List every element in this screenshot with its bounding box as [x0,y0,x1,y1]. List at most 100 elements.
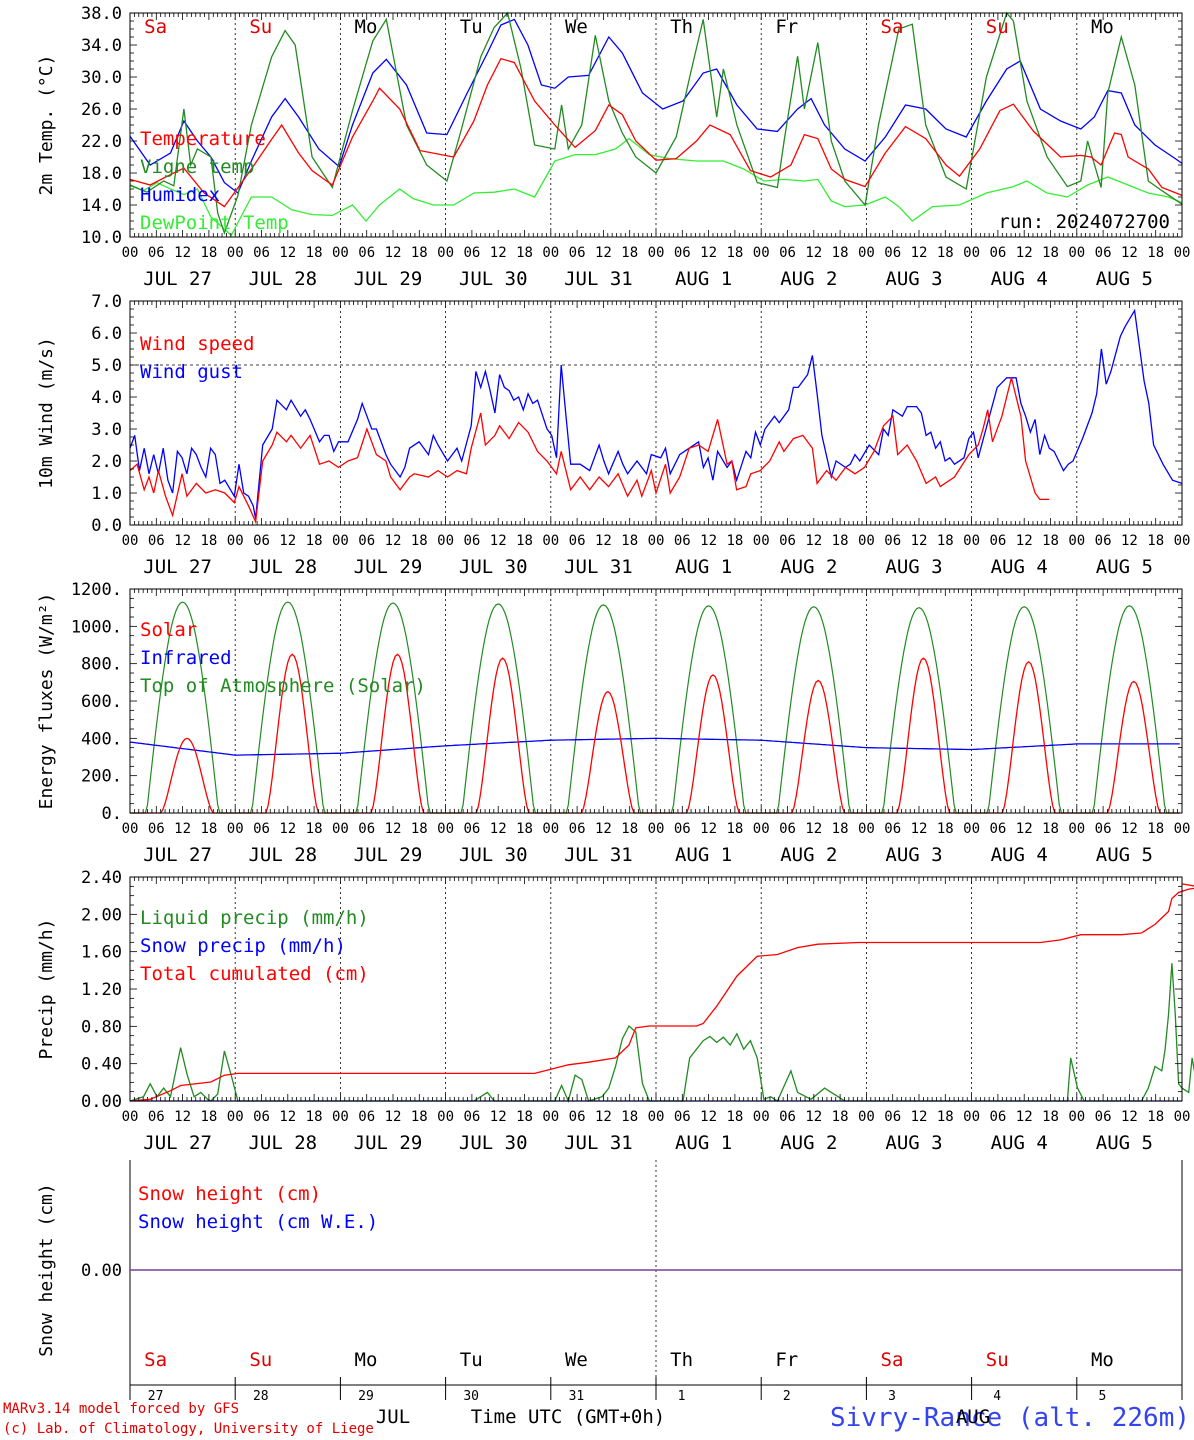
hour-tick-label: 00 [542,245,559,261]
legend-entry: Snow precip (mm/h) [140,935,346,957]
date-tick-label: AUG 1 [675,1132,732,1154]
day-name-label: Th [670,16,693,38]
hour-tick-label: 18 [726,533,743,549]
hour-tick-label: 18 [516,1109,533,1125]
hour-tick-label: 06 [989,1109,1006,1125]
hour-tick-label: 06 [884,245,901,261]
hour-tick-label: 06 [779,1109,796,1125]
model-credit: MARv3.14 model forced by GFS [3,1401,239,1417]
date-tick-label: AUG 5 [1096,844,1153,866]
hour-tick-label: 12 [490,821,507,837]
hour-tick-label: 12 [911,821,928,837]
snow-panel: 0.00 Snow height (cm) Snow height (cm) Snow… [36,1160,1183,1404]
day-number-label: 4 [993,1389,1001,1404]
date-tick-label: JUL 30 [459,268,528,290]
y-tick-label: 10.0 [81,228,122,248]
date-tick-label: JUL 27 [143,556,212,578]
hour-tick-label: 12 [279,1109,296,1125]
hour-tick-label: 06 [884,1109,901,1125]
legend-entry: Total cumulated (cm) [140,963,369,985]
series-line [129,57,1183,208]
hour-tick-label: 06 [463,1109,480,1125]
hour-tick-label: 18 [621,1109,638,1125]
hour-tick-label: 00 [227,245,244,261]
hour-tick-label: 12 [805,245,822,261]
hour-tick-label: 00 [122,821,139,837]
hour-tick-label: 18 [832,245,849,261]
date-tick-label: JUL 28 [248,844,317,866]
month-label-aug: AUG [956,1406,990,1428]
hour-tick-label: 12 [700,821,717,837]
hour-tick-label: 00 [437,821,454,837]
hour-tick-label: 06 [674,1109,691,1125]
hour-tick-label: 00 [858,821,875,837]
y-tick-label: 600. [81,692,122,712]
hour-tick-label: 00 [753,1109,770,1125]
date-tick-label: AUG 3 [885,268,942,290]
date-tick-label: AUG 4 [991,556,1048,578]
day-name-label: Tu [460,1349,483,1371]
y-tick-label: 6.0 [91,324,122,344]
hour-tick-label: 12 [700,533,717,549]
date-tick-label: AUG 2 [780,268,837,290]
legend-entry: Solar [140,619,197,641]
hour-tick-label: 00 [332,533,349,549]
hour-tick-label: 18 [200,245,217,261]
hour-tick-label: 12 [1016,821,1033,837]
hour-tick-label: 06 [358,1109,375,1125]
y-tick-label: 0.00 [81,1261,122,1281]
day-number-label: 27 [148,1389,164,1404]
day-name-label: We [565,1349,588,1371]
hour-tick-label: 18 [200,1109,217,1125]
legend-entry: Wind speed [140,333,254,355]
hour-tick-label: 06 [463,533,480,549]
y-axis-label: Snow height (cm) [36,1183,57,1356]
y-tick-label: 0.80 [81,1017,122,1037]
y-tick-label: 1.0 [91,484,122,504]
hour-tick-label: 18 [306,1109,323,1125]
day-number-label: 29 [358,1389,374,1404]
hour-tick-label: 18 [1042,1109,1059,1125]
date-tick-label: AUG 1 [675,556,732,578]
date-tick-label: AUG 3 [885,844,942,866]
hour-tick-label: 12 [385,533,402,549]
hour-tick-label: 00 [1068,533,1085,549]
hour-tick-label: 12 [700,245,717,261]
hour-tick-label: 12 [1121,1109,1138,1125]
hour-tick-label: 06 [1095,821,1112,837]
date-tick-label: AUG 2 [780,1132,837,1154]
legend-entry: Liquid precip (mm/h) [140,907,369,929]
hour-tick-label: 12 [385,245,402,261]
hour-tick-label: 00 [227,1109,244,1125]
hour-tick-label: 06 [779,245,796,261]
y-tick-label: 38.0 [81,4,122,24]
precip-panel: 0.00 0.40 0.80 1.20 1.60 2.00 2.40 Precip (mm/h… [36,868,1194,1154]
date-tick-label: JUL 27 [143,1132,212,1154]
y-tick-label: 22.0 [81,132,122,152]
hour-tick-label: 12 [490,245,507,261]
date-tick-label: JUL 27 [143,844,212,866]
hour-tick-label: 18 [937,1109,954,1125]
hour-tick-label: 00 [1174,1109,1191,1125]
run-label: run: 2024072700 [998,211,1170,233]
hour-tick-label: 18 [621,245,638,261]
hour-tick-label: 18 [1147,533,1164,549]
date-tick-label: AUG 3 [885,556,942,578]
hour-tick-label: 06 [569,245,586,261]
hour-tick-label: 06 [1095,245,1112,261]
hour-tick-label: 00 [227,821,244,837]
hour-tick-label: 00 [858,245,875,261]
day-name-label: Su [986,16,1009,38]
hour-tick-label: 18 [726,1109,743,1125]
day-number-label: 31 [569,1389,585,1404]
hour-tick-label: 00 [963,533,980,549]
hour-tick-label: 00 [648,245,665,261]
day-name-label: Sa [144,16,167,38]
y-tick-label: 1200. [71,580,122,600]
hour-tick-label: 18 [200,821,217,837]
hour-tick-label: 06 [779,533,796,549]
hour-tick-label: 00 [858,1109,875,1125]
hour-tick-label: 06 [779,821,796,837]
hour-tick-label: 00 [1068,245,1085,261]
legend-entry: Infrared [140,647,232,669]
